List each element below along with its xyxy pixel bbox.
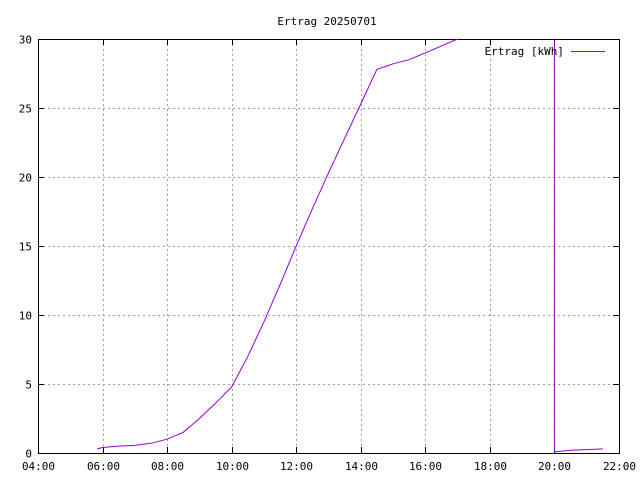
x-tick-label: 18:00 (474, 460, 507, 473)
x-tick-label: 14:00 (345, 460, 378, 473)
x-tick-label: 08:00 (151, 460, 184, 473)
x-tick-label: 20:00 (538, 460, 571, 473)
x-tick-label: 04:00 (22, 460, 55, 473)
y-tick-label: 20 (19, 172, 32, 185)
grid (38, 39, 619, 453)
y-tick-label: 15 (19, 241, 32, 254)
series-layer (97, 39, 603, 453)
legend: Ertrag [kWh] (485, 45, 605, 58)
x-tick-label: 06:00 (87, 460, 120, 473)
y-tick-label: 5 (25, 379, 32, 392)
series-line-0 (97, 39, 603, 453)
y-tick-label: 25 (19, 103, 32, 116)
plot-frame (38, 39, 620, 454)
x-tick-label: 12:00 (280, 460, 313, 473)
y-tick-label: 10 (19, 310, 32, 323)
chart-title: Ertrag 20250701 (277, 15, 376, 28)
y-tick-label: 0 (25, 448, 32, 461)
x-tick-label: 10:00 (216, 460, 249, 473)
x-tick-label: 16:00 (409, 460, 442, 473)
legend-label: Ertrag [kWh] (485, 45, 564, 58)
axis-ticks: 04:00 06:00 08:00 10:00 12:00 14:00 16:00 18:00… (19, 34, 636, 474)
x-tick-label: 22:00 (603, 460, 636, 473)
y-tick-label: 30 (19, 34, 32, 47)
